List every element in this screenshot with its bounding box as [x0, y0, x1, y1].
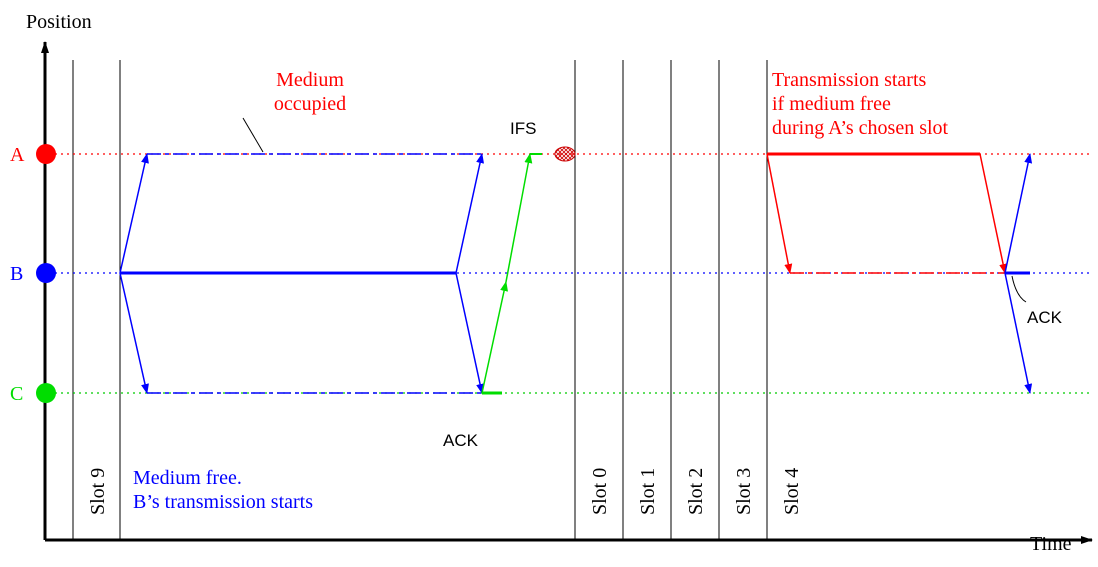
- annotation: Medium free.: [133, 467, 242, 489]
- slot-label: Slot 4: [781, 468, 803, 515]
- annotation: IFS: [510, 119, 536, 138]
- annotation: ACK: [443, 431, 479, 450]
- annotation: B’s transmission starts: [133, 491, 313, 513]
- station-dots: [36, 144, 56, 403]
- annotation: during A’s chosen slot: [772, 117, 949, 139]
- station-label: B: [10, 263, 23, 285]
- y-label: Position: [26, 11, 92, 33]
- x-label: Time: [1030, 533, 1072, 555]
- station-label: A: [10, 144, 25, 166]
- axes: [41, 41, 1093, 544]
- slot-label: Slot 9: [87, 468, 109, 515]
- annotation: Medium: [276, 69, 344, 91]
- signals: [119, 117, 1033, 395]
- slot-label: Slot 2: [685, 468, 707, 515]
- slot-label: Slot 1: [637, 468, 659, 515]
- slot-label: Slot 3: [733, 468, 755, 515]
- annotation: Transmission starts: [772, 69, 927, 91]
- annotation: if medium free: [772, 93, 891, 115]
- grid: [72, 60, 768, 540]
- ifs-marker: [554, 146, 576, 162]
- annotation: occupied: [274, 93, 346, 115]
- slot-label: Slot 0: [589, 468, 611, 515]
- station-label: C: [10, 383, 23, 405]
- annotation: ACK: [1027, 308, 1063, 327]
